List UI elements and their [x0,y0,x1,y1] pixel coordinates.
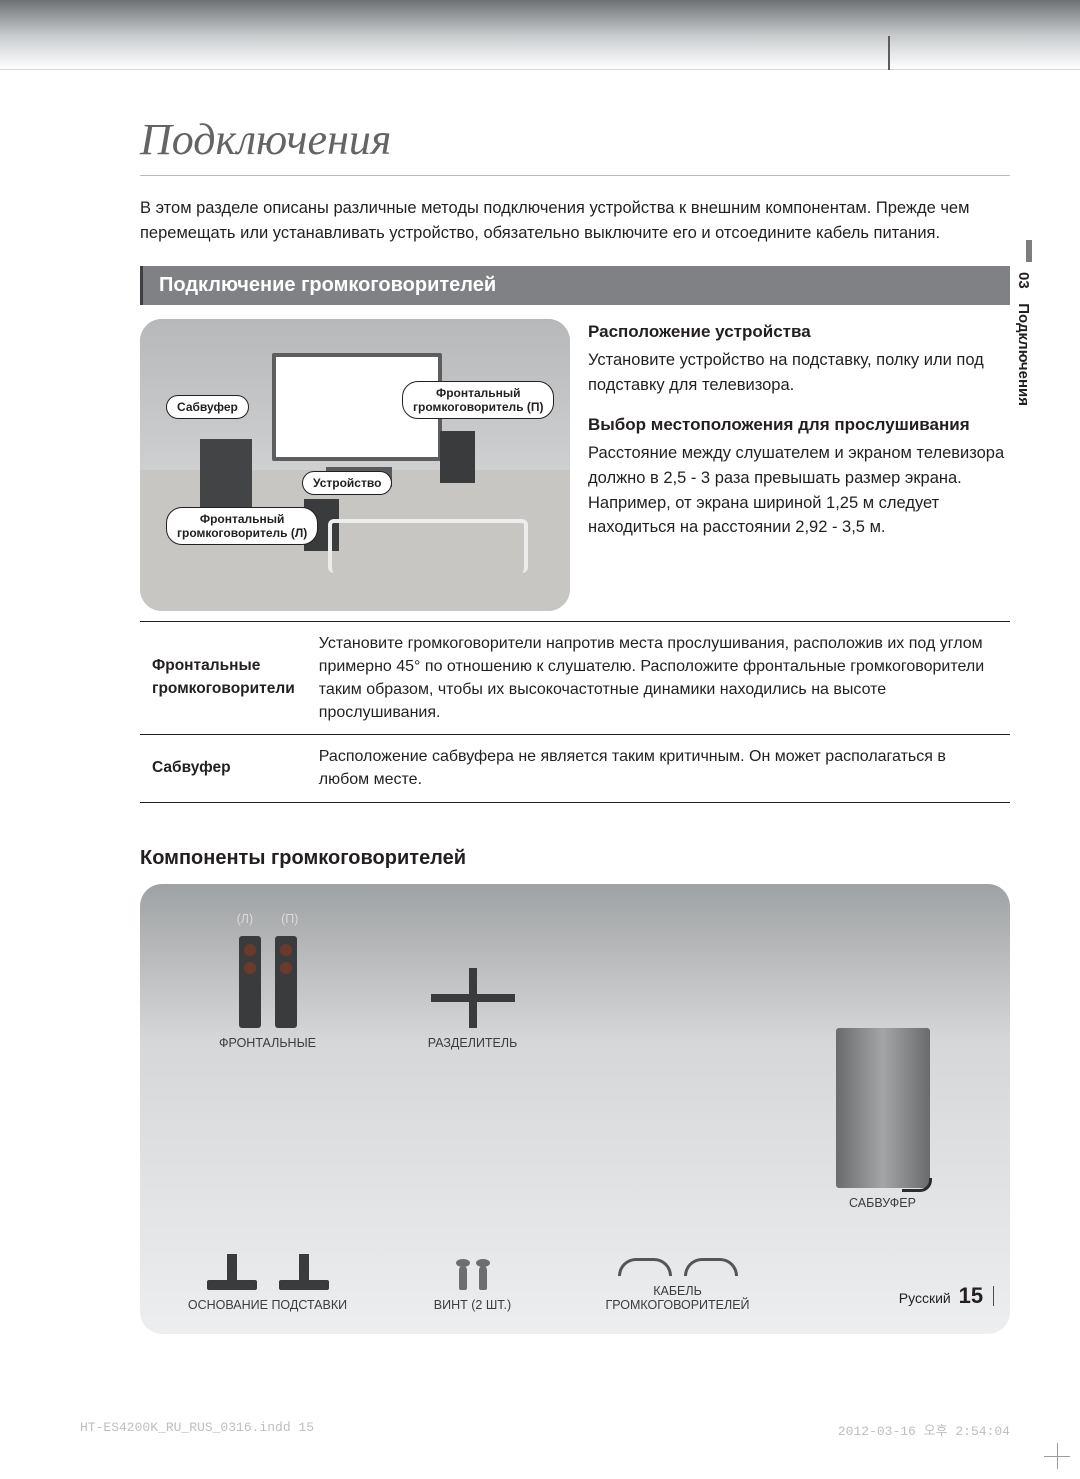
stand-base-icon [279,1280,329,1290]
placement-text-column: Расположение устройства Установите устро… [588,319,1010,611]
label-subwoofer-component: САБВУФЕР [849,1196,916,1210]
label-front-left: Фронтальныйгромкоговоритель (Л) [166,507,318,546]
table-row: Сабвуфер Расположение сабвуфера не являе… [140,735,1010,802]
label-screw: ВИНТ (2 ШТ.) [434,1298,511,1312]
screw-icon [479,1266,487,1290]
chapter-name: Подключения [1015,303,1032,406]
splitter-icon [431,968,515,1028]
print-timestamp: 2012-03-16 오후 2:54:04 [838,1420,1010,1439]
table-label: Фронтальные громкоговорители [140,621,307,735]
label-subwoofer: Сабвуфер [166,395,249,419]
label-right: (П) [281,912,298,926]
listening-paragraph: Расстояние между слушателем и экраном те… [588,441,1010,540]
chapter-number: 03 [1015,272,1032,289]
page-footer-language: Русский 15 [899,1283,994,1309]
intro-paragraph: В этом разделе описаны различные методы … [140,176,1010,266]
section-heading: Подключение громкоговорителей [140,266,1010,305]
label-device: Устройство [302,471,392,495]
crop-mark-icon [1044,1443,1070,1469]
cable-icon [618,1258,672,1276]
sofa-icon [328,519,528,573]
front-right-speaker-icon [440,431,475,483]
label-cable: КАБЕЛЬ ГРОМКОГОВОРИТЕЛЕЙ [580,1284,775,1312]
components-diagram: (Л) (П) ФРОНТАЛЬНЫЕ РАЗДЕЛИТЕЛЬ [140,884,1010,1334]
label-front-right: Фронтальныйгромкоговоритель (П) [402,381,554,420]
subwoofer-large-icon [836,1028,930,1188]
table-row: Фронтальные громкоговорители Установите … [140,621,1010,735]
top-gradient-banner [0,0,1080,70]
table-label: Сабвуфер [140,735,307,802]
page-number: 15 [959,1283,983,1308]
table-text: Установите громкоговорители напротив мес… [307,621,1010,735]
speaker-placement-table: Фронтальные громкоговорители Установите … [140,621,1010,803]
print-footer: HT-ES4200K_RU_RUS_0316.indd 15 2012-03-1… [0,1420,1080,1439]
label-left: (Л) [237,912,254,926]
chapter-side-tab: 03 Подключения [1015,240,1032,406]
components-heading: Компоненты громкоговорителей [140,847,1010,870]
print-filename: HT-ES4200K_RU_RUS_0316.indd 15 [80,1420,314,1439]
screw-icon [459,1266,467,1290]
label-front-speakers: ФРОНТАЛЬНЫЕ [219,1036,316,1050]
tower-speaker-icon [239,936,261,1028]
label-stand: ОСНОВАНИЕ ПОДСТАВКИ [188,1298,347,1312]
tower-speaker-icon [275,936,297,1028]
placement-paragraph: Установите устройство на подставку, полк… [588,348,1010,398]
placement-heading: Расположение устройства [588,319,1010,345]
placement-diagram: Сабвуфер Устройство Фронтальныйгромкогов… [140,319,570,611]
page-title: Подключения [140,70,1010,176]
label-splitter: РАЗДЕЛИТЕЛЬ [428,1036,518,1050]
table-text: Расположение сабвуфера не является таким… [307,735,1010,802]
stand-base-icon [207,1280,257,1290]
listening-heading: Выбор местоположения для прослушивания [588,412,1010,438]
cable-icon [684,1258,738,1276]
